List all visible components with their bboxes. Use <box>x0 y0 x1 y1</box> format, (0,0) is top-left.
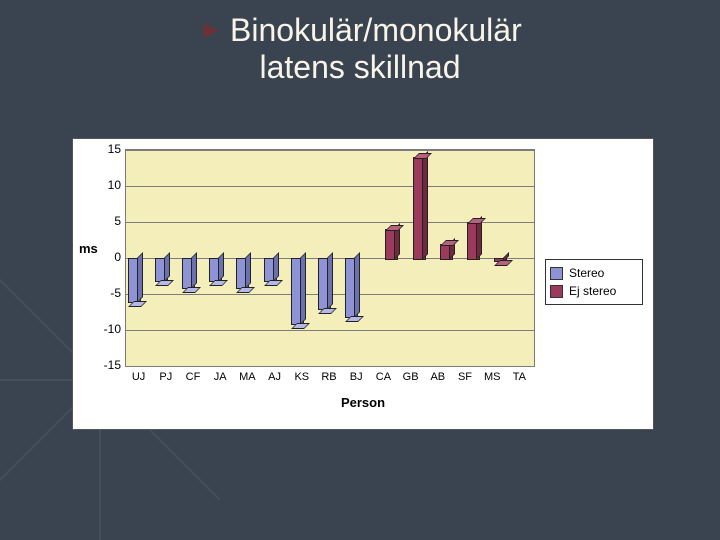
gridline <box>126 330 534 331</box>
x-tick-label: MS <box>480 371 504 383</box>
x-axis-label: Person <box>73 395 653 410</box>
legend: Stereo Ej stereo <box>545 259 643 305</box>
title-line1: Binokulär/monokulär <box>230 12 522 48</box>
legend-label: Ej stereo <box>569 284 616 298</box>
bar <box>413 157 424 258</box>
x-tick-label: GB <box>399 371 423 383</box>
legend-label: Stereo <box>569 266 604 280</box>
legend-item: Ej stereo <box>550 282 638 300</box>
y-tick-label: 10 <box>93 178 121 192</box>
gridline <box>126 150 534 151</box>
bar <box>494 258 505 260</box>
x-tick-label: AJ <box>263 371 287 383</box>
y-tick-label: -15 <box>93 358 121 372</box>
x-tick-label: CF <box>181 371 205 383</box>
y-tick-label: -5 <box>93 286 121 300</box>
bar <box>264 258 275 280</box>
title-line2: latens skillnad <box>260 49 461 85</box>
x-tick-label: UJ <box>127 371 151 383</box>
bar <box>291 258 302 323</box>
x-tick-label: TA <box>507 371 531 383</box>
bar <box>182 258 193 287</box>
bullet-icon: ► <box>198 14 224 44</box>
x-tick-label: CA <box>371 371 395 383</box>
bar <box>128 258 139 301</box>
bar <box>345 258 356 316</box>
legend-item: Stereo <box>550 264 638 282</box>
x-tick-label: AB <box>426 371 450 383</box>
bar <box>385 229 396 258</box>
bar <box>155 258 166 280</box>
gridline <box>126 186 534 187</box>
legend-swatch <box>550 285 563 298</box>
bar <box>236 258 247 287</box>
bar <box>209 258 220 280</box>
legend-swatch <box>550 267 563 280</box>
y-tick-label: 0 <box>93 250 121 264</box>
slide-title: ►Binokulär/monokulär latens skillnad <box>0 12 720 86</box>
x-tick-label: RB <box>317 371 341 383</box>
x-tick-label: MA <box>235 371 259 383</box>
chart-panel: ms Person Stereo Ej stereo 151050-5-10-1… <box>72 138 654 430</box>
x-tick-label: KS <box>290 371 314 383</box>
y-tick-label: 5 <box>93 214 121 228</box>
x-tick-label: BJ <box>344 371 368 383</box>
x-tick-label: JA <box>208 371 232 383</box>
y-tick-label: -10 <box>93 322 121 336</box>
bar <box>440 244 451 258</box>
y-tick-label: 15 <box>93 142 121 156</box>
plot-area <box>125 149 535 367</box>
x-tick-label: PJ <box>154 371 178 383</box>
bar <box>318 258 329 308</box>
gridline <box>126 366 534 367</box>
x-tick-label: SF <box>453 371 477 383</box>
bar <box>467 222 478 258</box>
